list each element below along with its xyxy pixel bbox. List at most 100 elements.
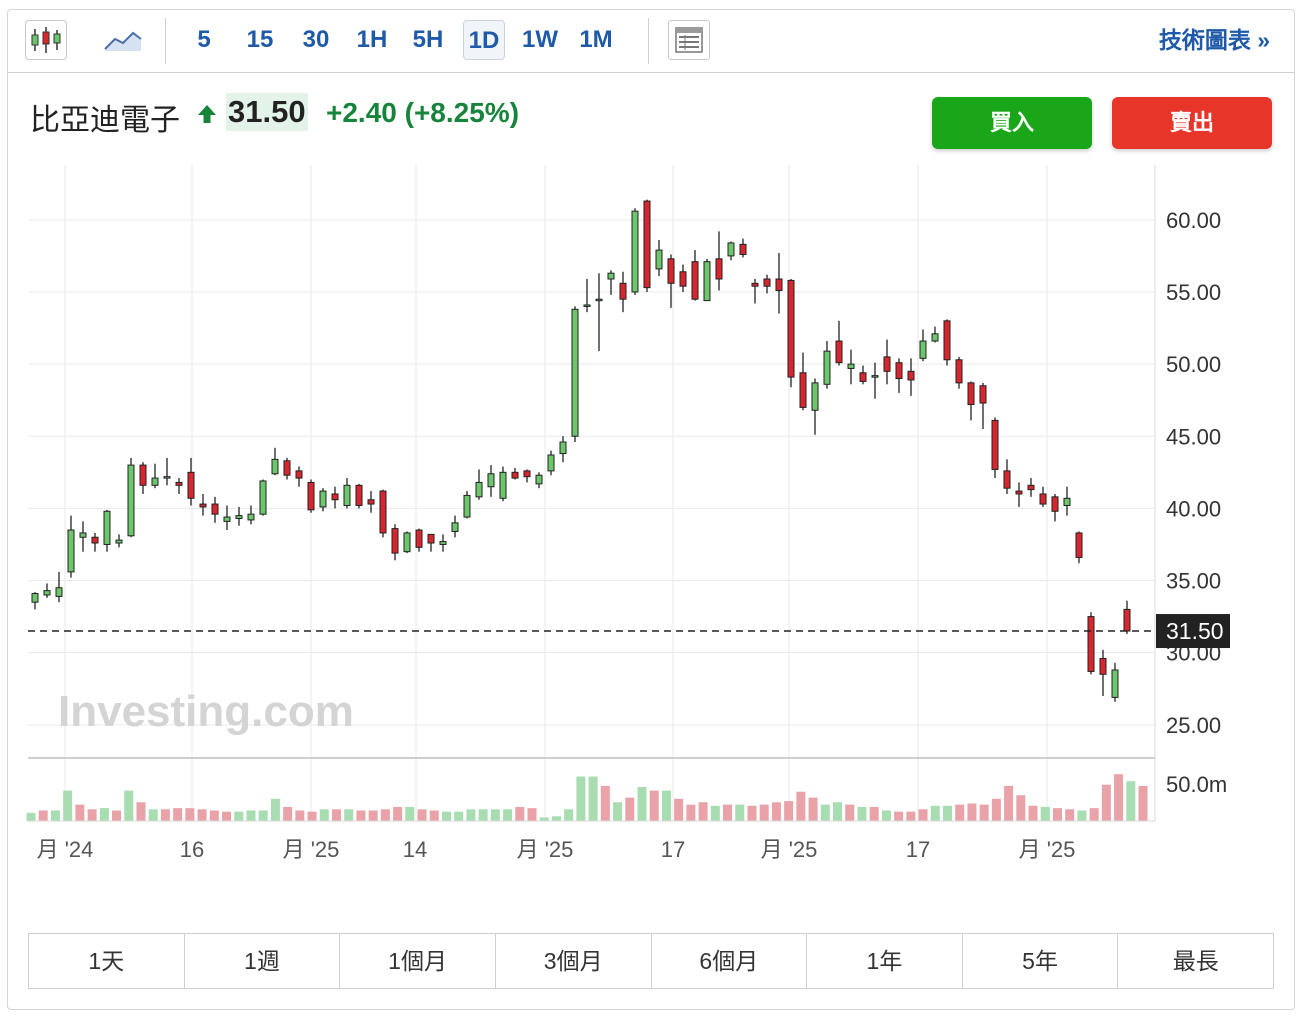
candle-body [823,350,831,385]
candle [943,319,951,366]
area-chart-type-button[interactable] [98,20,148,60]
volume-bar [50,810,60,821]
timeframe-1h[interactable]: 1H [356,26,388,53]
candle-body [343,484,351,507]
y-axis-label: 35.00 [1166,569,1221,594]
candle-body [943,320,951,361]
candle [823,341,831,389]
volume-bar [845,804,855,821]
candle [439,534,447,552]
volume-bar [613,802,623,821]
volume-bar [710,805,720,821]
candle [859,365,867,385]
timeframe-1m[interactable]: 1M [579,26,613,53]
volume-bar [1028,805,1038,821]
candle [367,491,375,513]
volume-bar [148,809,158,821]
candle-body [211,503,219,515]
period-1-day[interactable]: 1天 [29,934,185,988]
candle-body [871,375,879,378]
candle-body [235,515,243,519]
candle [583,278,591,313]
candle [811,378,819,435]
volume-bar [906,811,916,821]
period-selector: 1天 1週 1個月 3個月 6個月 1年 5年 最長 [28,933,1274,989]
volume-bar [674,798,684,821]
x-axis-label: 17 [906,837,930,862]
candle-body [439,541,447,545]
candle [79,521,87,552]
candle [43,583,51,598]
volume-bar [405,806,415,821]
last-price-label: 31.50 [1156,614,1230,649]
period-5-years[interactable]: 5年 [962,934,1119,988]
volume-bar [454,811,464,821]
candle [835,320,843,366]
timeframe-15[interactable]: 15 [246,26,274,53]
period-1-year[interactable]: 1年 [807,934,963,988]
period-1-week[interactable]: 1週 [184,934,341,988]
volume-bar [747,805,757,821]
candle [787,278,795,388]
timeframe-5[interactable]: 5 [197,26,211,53]
volume-bar [185,808,195,821]
period-6-months[interactable]: 6個月 [651,934,808,988]
candle-body [907,370,915,381]
sell-button[interactable]: 賣出 [1112,97,1272,149]
volume-bar [222,811,232,821]
candle [931,326,939,343]
y-axis-label: 55.00 [1166,280,1221,305]
volume-bar [649,790,659,821]
candle-body [1123,608,1131,632]
candle [1123,600,1131,634]
technical-chart-link[interactable]: 技術圖表 » [1158,27,1270,53]
volume-bar [63,790,73,821]
timeframe-1w[interactable]: 1W [522,26,558,53]
watermark: Investing.com [58,687,354,736]
candle-body [883,356,891,372]
candle-body [1015,490,1023,495]
candle [1111,662,1119,702]
volume-bar [808,797,818,821]
timeframe-1d[interactable]: 1D [463,20,505,60]
candle-body [403,532,411,553]
volume-bar [478,809,488,821]
timeframe-30[interactable]: 30 [302,26,330,53]
timeframe-5h[interactable]: 5H [412,26,444,53]
volume-bar [307,811,317,821]
x-axis-label: 月 '24 [37,837,94,862]
candle [643,199,651,292]
candlestick-type-button[interactable] [25,20,67,60]
candle [235,506,243,526]
price-change: +2.40 (+8.25%) [326,97,520,128]
y-axis-label: 45.00 [1166,424,1221,449]
x-axis-label: 14 [403,837,427,862]
candle [151,463,159,489]
volume-bar [1101,784,1111,821]
candle-body [1099,657,1107,675]
candle-body [391,528,399,554]
volume-bar [1052,808,1062,821]
candle [1051,493,1059,522]
period-max[interactable]: 最長 [1118,934,1273,988]
candle [703,258,711,302]
price-chart[interactable]: Investing.com 60.00 55.00 50.00 45.00 40.00 3… [0,0,1305,900]
period-1-month[interactable]: 1個月 [340,934,496,988]
candle-body [463,494,471,518]
volume-bar [759,804,769,821]
candle-body [187,471,195,499]
candle [763,274,771,294]
x-axis-label: 月 '25 [283,837,340,862]
candle [415,528,423,552]
widget-frame [7,9,1295,1010]
area-chart-icon [104,31,142,51]
data-table-button[interactable] [668,20,710,60]
candle-body [67,529,75,573]
candle [727,241,735,261]
candle [31,592,39,610]
buy-button[interactable]: 買入 [932,97,1092,149]
candle-body [1051,496,1059,512]
period-3-months[interactable]: 3個月 [495,934,652,988]
up-arrow-icon [198,105,216,123]
candle [187,457,195,506]
